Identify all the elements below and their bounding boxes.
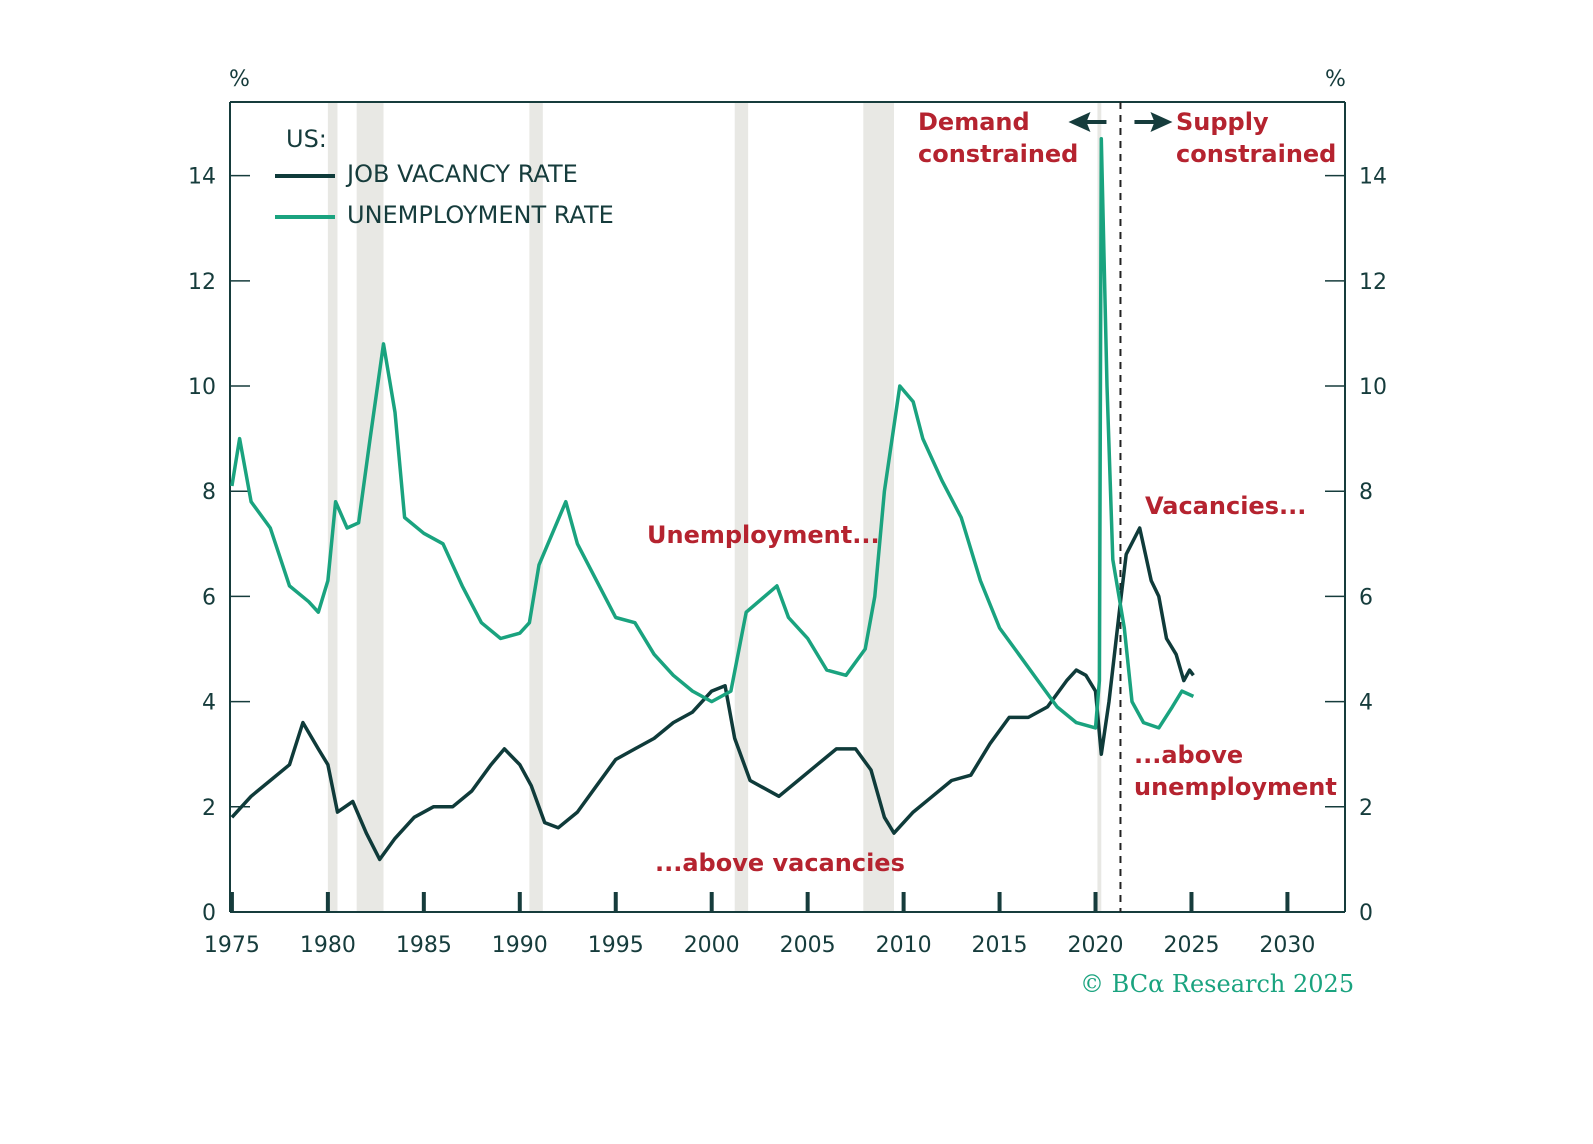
- annotation-line: constrained: [1176, 140, 1337, 168]
- y-tick-label-right: 14: [1359, 165, 1387, 190]
- annotation-above-unemployment: ...above unemployment: [1134, 739, 1337, 803]
- y-tick-label-left: 0: [202, 901, 216, 926]
- annotation-supply-constrained: Supply constrained: [1176, 106, 1336, 170]
- annotation-unemployment: Unemployment...: [647, 521, 880, 549]
- y-tick-label-right: 6: [1359, 585, 1373, 610]
- annotation-line: ...above: [1134, 741, 1244, 769]
- series-lines: [230, 137, 1195, 862]
- recession-band: [327, 102, 338, 912]
- y-tick-label-right: 4: [1359, 691, 1373, 716]
- recession-band: [734, 102, 749, 912]
- x-tick-label: 1985: [396, 933, 452, 958]
- copyright-credit: © BCα Research 2025: [1080, 970, 1355, 998]
- annotation-vacancies: Vacancies...: [1145, 492, 1307, 520]
- y-tick-label-right: 2: [1359, 796, 1373, 821]
- annotation-above-vacancies: ...above vacancies: [655, 849, 905, 877]
- y-tick-label-left: 10: [188, 375, 216, 400]
- x-tick-label: 2025: [1163, 933, 1219, 958]
- axis-ticks: 0 0 2 2 4 4 6 6 8 8 10 10 12 12 14 14 1975 1980 1985 1990 19…: [188, 165, 1387, 958]
- plot-frame: [229, 101, 1346, 913]
- series-line-unemployment: [230, 137, 1195, 730]
- x-tick-label: 2015: [972, 933, 1028, 958]
- right-axis-unit: %: [1325, 67, 1346, 92]
- x-tick-label: 1980: [300, 933, 356, 958]
- y-tick-label-right: 12: [1359, 270, 1387, 295]
- y-tick-label-right: 0: [1359, 901, 1373, 926]
- legend-title: US:: [286, 125, 327, 153]
- y-tick-label-right: 10: [1359, 375, 1387, 400]
- y-tick-label-left: 14: [188, 165, 216, 190]
- y-tick-label-left: 8: [202, 480, 216, 505]
- regime-arrows: [1068, 112, 1173, 132]
- annotation-line: unemployment: [1134, 773, 1337, 801]
- x-tick-label: 2030: [1259, 933, 1315, 958]
- legend-label-vacancy: JOB VACANCY RATE: [347, 160, 578, 188]
- legend-label-unemployment: UNEMPLOYMENT RATE: [347, 201, 614, 229]
- recession-band: [529, 102, 543, 912]
- x-tick-label: 1975: [204, 933, 260, 958]
- x-tick-label: 1990: [492, 933, 548, 958]
- annotation-line: Demand: [918, 108, 1030, 136]
- arrow-left-icon: [1068, 112, 1091, 132]
- x-tick-label: 2010: [876, 933, 932, 958]
- left-axis-unit: %: [229, 67, 250, 92]
- x-tick-label: 2000: [684, 933, 740, 958]
- x-tick-label: 2020: [1068, 933, 1124, 958]
- arrow-right-icon: [1150, 112, 1173, 132]
- y-tick-label-left: 12: [188, 270, 216, 295]
- x-tick-label: 1995: [588, 933, 644, 958]
- x-tick-label: 2005: [780, 933, 836, 958]
- annotation-line: Supply: [1176, 108, 1269, 136]
- y-tick-label-right: 8: [1359, 480, 1373, 505]
- annotation-line: constrained: [918, 140, 1079, 168]
- annotation-demand-constrained: Demand constrained: [918, 106, 1078, 170]
- y-tick-label-left: 4: [202, 691, 216, 716]
- y-tick-label-left: 6: [202, 585, 216, 610]
- y-tick-label-left: 2: [202, 796, 216, 821]
- series-line-vacancy: [230, 526, 1195, 862]
- recession-band: [863, 102, 895, 912]
